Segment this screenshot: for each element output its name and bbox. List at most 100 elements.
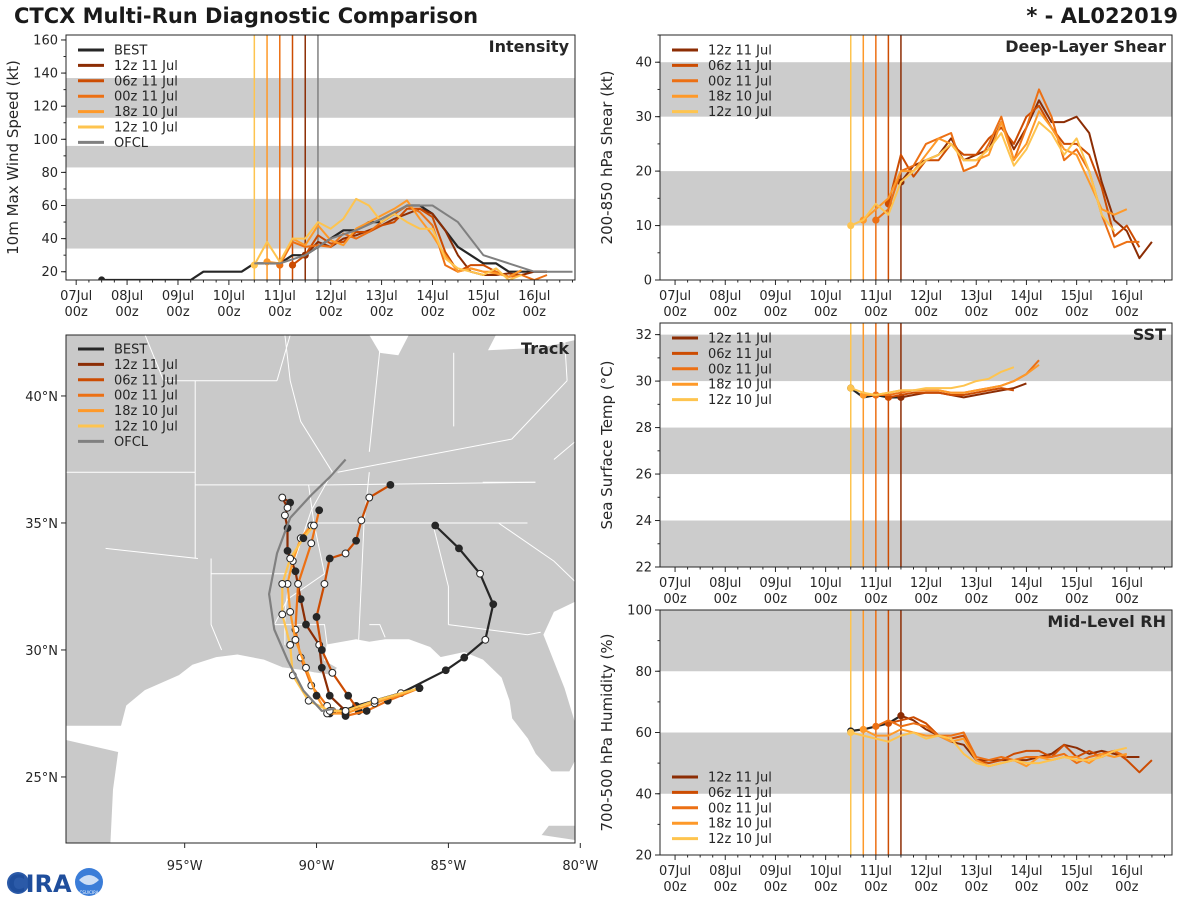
x-tick-label-hour: 00z — [421, 305, 445, 320]
y-tick-label: 40 — [635, 787, 652, 802]
panel-title: Mid-Level RH — [1047, 612, 1166, 631]
logo-subtext: CSU/CIRA — [80, 890, 99, 895]
track-point-12z-11-jul — [317, 663, 326, 672]
x-tick-label-date: 11Jul — [860, 576, 892, 591]
track-point-12z-10-jul — [341, 707, 350, 715]
series-line-12z-10-jul — [253, 197, 522, 280]
shaded-band — [660, 520, 1172, 567]
x-tick-label-hour: 00z — [764, 305, 788, 320]
rh-panel: 2040608010007Jul00z08Jul00z09Jul00z10Jul… — [598, 604, 1173, 895]
track-line-06z-11-jul — [315, 483, 391, 712]
track-point-12z-11-jul — [283, 547, 292, 555]
state-border — [369, 624, 386, 638]
x-tick-label-hour: 00z — [319, 305, 343, 320]
x-tick-label-date: 16Jul — [1111, 864, 1143, 879]
x-tick-label-date: 08Jul — [709, 289, 741, 304]
legend-label-12z-11-jul: 12z 11 Jul — [708, 44, 772, 59]
init-marker-12z-10-jul — [847, 384, 855, 392]
x-tick-label-date: 09Jul — [162, 289, 194, 304]
legend-label-18z-10-jul: 18z 10 Jul — [708, 378, 772, 393]
x-tick-label-hour: 00z — [965, 880, 989, 895]
track-line-18z-10-jul — [286, 524, 420, 715]
shaded-band — [660, 62, 1172, 117]
axes-frame — [659, 322, 1173, 568]
state-border — [511, 380, 568, 440]
x-tick-label-date: 09Jul — [759, 289, 791, 304]
state-border — [498, 522, 575, 583]
legend-label-12z-11-jul: 12z 11 Jul — [708, 771, 772, 786]
x-tick-label-hour: 00z — [965, 592, 989, 607]
x-tick-label-date: 10Jul — [810, 864, 842, 879]
track-point-12z-11-jul — [280, 511, 289, 520]
x-tick-label-date: 07Jul — [659, 289, 691, 304]
x-tick-label-date: 09Jul — [759, 576, 791, 591]
y-tick-label: 24 — [635, 514, 652, 529]
legend-label-ofcl: OFCL — [114, 136, 149, 151]
panel-title: SST — [1133, 325, 1166, 344]
panel-title: Track — [521, 339, 569, 358]
init-marker-06z-11-jul — [288, 261, 297, 269]
lat-tick-label: 40°N — [25, 390, 58, 405]
track-point-12z-10-jul — [415, 684, 424, 692]
track-point-18z-10-jul — [312, 691, 321, 700]
legend-label-12z-10-jul: 12z 10 Jul — [708, 105, 772, 120]
axes-frame — [659, 34, 1173, 281]
mississippi-river — [284, 335, 333, 645]
x-tick-label-hour: 00z — [764, 880, 788, 895]
y-tick-label: 160 — [33, 33, 58, 48]
lon-tick-label: 95°W — [167, 859, 203, 874]
x-tick-label-date: 14Jul — [416, 289, 448, 304]
lon-tick-label: 80°W — [562, 859, 598, 874]
x-tick-label-date: 12Jul — [910, 864, 942, 879]
series-line-18z-10-jul — [266, 199, 523, 278]
state-border — [105, 547, 198, 559]
y-tick-label: 40 — [41, 232, 58, 247]
track-line-12z-10-jul — [281, 524, 420, 713]
shaded-band — [660, 171, 1172, 226]
x-tick-label-date: 16Jul — [518, 289, 550, 304]
track-point-06z-11-jul — [352, 536, 361, 545]
x-tick-label-hour: 00z — [663, 305, 687, 320]
x-tick-label-date: 10Jul — [810, 289, 842, 304]
legend-label-06z-11-jul: 06z 11 Jul — [708, 347, 772, 362]
legend-label-ofcl: OFCL — [114, 435, 149, 450]
x-tick-label-hour: 00z — [1115, 592, 1139, 607]
y-tick-label: 22 — [635, 561, 652, 576]
track-point-00z-11-jul — [307, 539, 316, 548]
track-point-12z-10-jul — [370, 696, 379, 705]
track-point-12z-10-jul — [310, 521, 318, 530]
init-marker-18z-10-jul — [859, 725, 867, 734]
shaded-band — [660, 334, 1172, 382]
x-tick-label-hour: 00z — [370, 305, 394, 320]
atlantic — [543, 601, 575, 772]
axes-frame — [65, 334, 576, 844]
track-map-panel: 95°W 90°W 85°W 80°W 25°N 30°N 35°N 40°N Track BES… — [25, 334, 598, 874]
x-tick-label-hour: 00z — [714, 880, 738, 895]
shear-panel: 01020304007Jul00z08Jul00z09Jul00z10Jul00… — [598, 34, 1173, 320]
init-marker-00z-11-jul — [872, 216, 880, 224]
x-tick-label-hour: 00z — [914, 880, 938, 895]
x-tick-label-date: 08Jul — [709, 576, 741, 591]
state-border — [448, 624, 541, 636]
track-point-12z-11-jul — [283, 503, 292, 512]
y-tick-label: 0 — [644, 274, 652, 289]
figure-title: CTCX Multi-Run Diagnostic Comparison — [14, 4, 479, 28]
x-tick-label-hour: 00z — [714, 305, 738, 320]
legend-label-00z-11-jul: 00z 11 Jul — [708, 74, 772, 89]
y-axis-label: Sea Surface Temp (°C) — [598, 360, 616, 529]
legend-label-best: BEST — [114, 343, 147, 358]
axes-frame — [65, 34, 576, 281]
track-point-18z-10-jul — [286, 607, 295, 616]
x-tick-label-date: 07Jul — [60, 289, 92, 304]
x-tick-label-hour: 00z — [1115, 880, 1139, 895]
track-point-best — [460, 653, 469, 662]
panel-title: Intensity — [489, 37, 570, 56]
track-point-12z-11-jul — [302, 620, 310, 629]
x-tick-label-hour: 00z — [814, 305, 838, 320]
y-tick-label: 60 — [41, 199, 58, 214]
x-tick-label-date: 07Jul — [659, 864, 691, 879]
state-border — [432, 522, 449, 625]
y-axis-label: 10m Max Wind Speed (kt) — [4, 60, 22, 255]
y-tick-label: 26 — [635, 468, 652, 483]
great-lake — [488, 335, 575, 351]
